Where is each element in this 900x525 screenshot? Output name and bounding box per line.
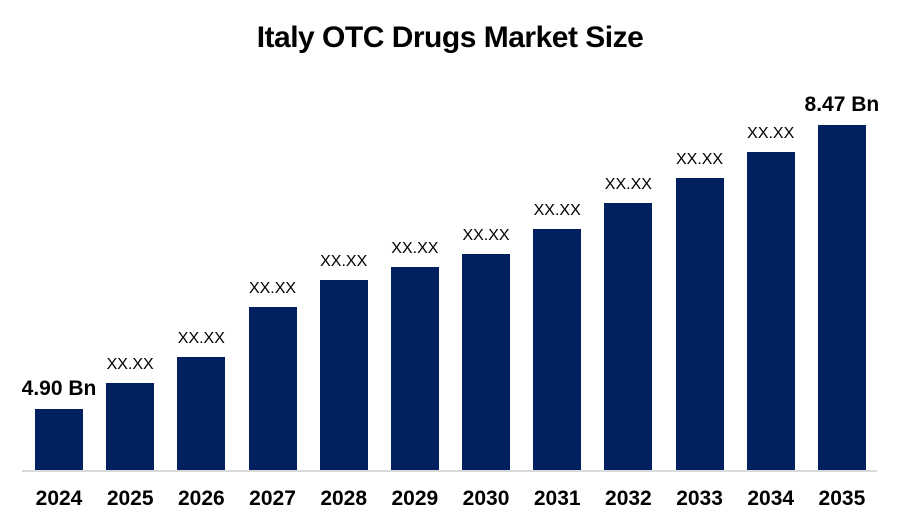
x-tick-label: 2025 (106, 487, 154, 510)
bar-column: XX.XX (319, 253, 368, 470)
x-tick-label: 2032 (605, 487, 652, 510)
bar-value-label: XX.XX (462, 227, 510, 244)
bar (106, 383, 155, 470)
bar (533, 229, 582, 470)
bar-value-label: 8.47 Bn (804, 93, 880, 116)
x-tick-label: 2030 (462, 487, 510, 510)
bar (462, 254, 511, 470)
bar-column: XX.XX (462, 227, 511, 470)
bar-value-label: XX.XX (604, 176, 652, 193)
bar-value-label: XX.XX (747, 125, 795, 142)
x-tick-label: 2031 (533, 487, 581, 510)
x-tick-label: 2035 (818, 487, 866, 510)
bar-column: XX.XX (675, 151, 724, 470)
bar-column: XX.XX (177, 330, 226, 470)
bar-value-label: XX.XX (533, 202, 581, 219)
x-tick-label: 2033 (676, 487, 723, 510)
bar-value-label: XX.XX (177, 330, 225, 347)
bar-value-label: 4.90 Bn (21, 377, 97, 400)
bar (248, 307, 297, 470)
bar-column: XX.XX (533, 202, 582, 470)
bar-value-label: XX.XX (675, 151, 724, 168)
plot-area: 4.90 Bn XX.XX XX.XX XX.XX XX.XX XX.XX XX.XX XX.… (22, 94, 879, 470)
x-tick-label: 2028 (320, 487, 368, 510)
chart-title: Italy OTC Drugs Market Size (256, 21, 644, 54)
bar (746, 152, 795, 470)
bar-column: XX.XX (248, 280, 297, 470)
x-tick-label: 2024 (35, 487, 83, 510)
bar-column: 8.47 Bn (805, 94, 879, 470)
bar-column: XX.XX (604, 176, 653, 470)
bar-value-label: XX.XX (391, 240, 439, 257)
x-tick-label: 2026 (177, 487, 225, 510)
bar-column: XX.XX (106, 356, 155, 470)
x-tick-label: 2027 (249, 487, 296, 510)
x-axis-labels: 2024 2025 2026 2027 2028 2029 2030 2031 2032 2033… (35, 487, 866, 511)
x-tick-label: 2034 (747, 487, 795, 510)
x-axis-line (22, 470, 877, 472)
bar (390, 267, 439, 470)
bar (177, 357, 226, 470)
bar (35, 409, 83, 470)
x-tick-label: 2029 (391, 487, 439, 510)
bar (604, 203, 653, 470)
bar (817, 125, 866, 470)
bar-value-label: XX.XX (106, 356, 154, 373)
bar (675, 178, 724, 470)
bar-column: XX.XX (746, 125, 795, 470)
bar-column: XX.XX (390, 240, 439, 470)
bar-value-label: XX.XX (320, 253, 368, 270)
bar-value-label: XX.XX (248, 280, 297, 297)
bar (319, 280, 368, 470)
bar-column: 4.90 Bn (22, 378, 96, 470)
